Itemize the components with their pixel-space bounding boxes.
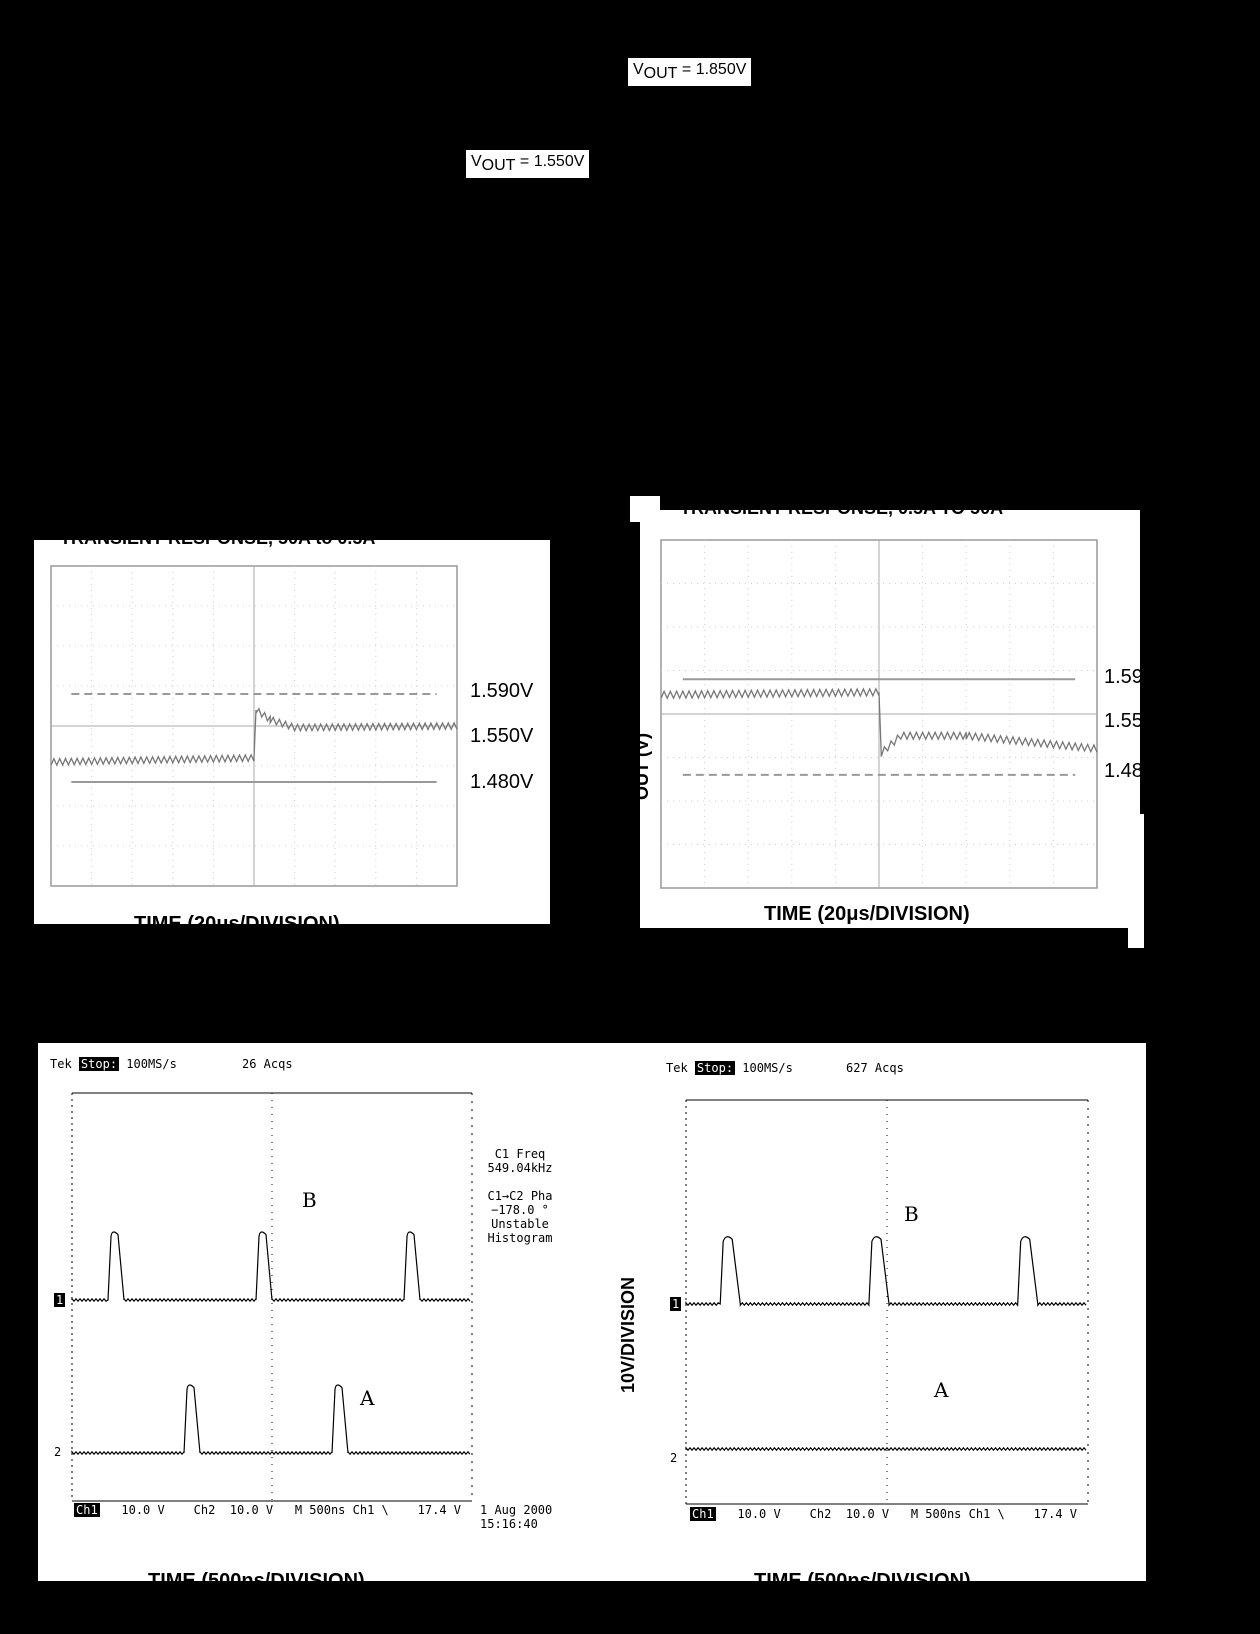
phase-label: C1→C2 Pha — [487, 1189, 553, 1203]
trigger-source: Ch1 \ — [968, 1507, 1005, 1521]
measurement-panel: C1 Freq 549.04kHz C1→C2 Pha −178.0 ° Uns… — [480, 1147, 560, 1245]
panel-edge — [1128, 814, 1144, 948]
sample-rate: 100MS/s — [742, 1061, 793, 1075]
trace-b-label: B — [904, 1202, 919, 1226]
vout-value: = 1.850V — [677, 61, 747, 78]
ch2-scale: 10.0 V — [229, 1503, 274, 1517]
timebase: M 500ns — [910, 1507, 962, 1521]
vout-sub: OUT — [481, 157, 516, 174]
transient-left-panel: TRANSIENT RESPONSE, 50A to 0.5A 1.590V 1… — [34, 532, 550, 924]
trace-b-label: B — [302, 1188, 317, 1212]
vout-v: V — [471, 153, 482, 170]
scope-trace-B — [685, 1236, 1087, 1307]
ch1-marker: 1 — [54, 1293, 66, 1307]
scope-right-footer: Ch1 10.0 V Ch2 10.0 V M 500ns Ch1 \ 17.4… — [690, 1507, 1077, 1521]
vout-sub: OUT — [643, 65, 678, 82]
time-value: 15:16:40 — [480, 1517, 538, 1531]
ch1-scale: 10.0 V — [121, 1503, 165, 1517]
stop-badge: Stop: — [78, 1057, 120, 1071]
ch2-marker: 2 — [54, 1445, 62, 1459]
tick-1480: 1.480V — [1104, 760, 1140, 782]
scope-right-ylabel: 10V/DIVISION — [618, 1276, 638, 1393]
freq-label: C1 Freq — [494, 1147, 546, 1161]
tick-1550: 1.550V — [470, 725, 534, 747]
vout-v: V — [633, 61, 644, 78]
chart-title: TRANSIENT RESPONSE, 0.5A TO 50A — [680, 502, 1004, 518]
x-axis-label: TIME (20μs/DIVISION) — [134, 913, 340, 924]
trigger-level: 17.4 V — [417, 1503, 462, 1517]
ch2-marker: 2 — [670, 1451, 678, 1465]
scope-date: 1 Aug 2000 15:16:40 — [480, 1503, 552, 1531]
ch1-label: Ch1 — [690, 1507, 716, 1521]
trigger-source: Ch1 \ — [352, 1503, 389, 1517]
tek-label: Tek — [50, 1057, 72, 1071]
sample-rate: 100MS/s — [126, 1057, 177, 1071]
scope-panel: Tek Stop: 100MS/s 26 Acqs B A 1 2 C1 Fre… — [38, 1043, 1146, 1581]
transient-right-plot — [660, 539, 1098, 889]
ch2-scale: 10.0 V — [845, 1507, 890, 1521]
ch2-label: Ch2 — [809, 1507, 832, 1521]
scope-right-plot — [685, 1099, 1089, 1505]
tick-1480: 1.480V — [470, 771, 534, 793]
scope-trace-A — [685, 1446, 1087, 1452]
vout-1850-label: VOUT = 1.850V — [628, 58, 752, 86]
ch2-label: Ch2 — [193, 1503, 216, 1517]
ch1-scale: 10.0 V — [737, 1507, 781, 1521]
scope-left-footer: Ch1 10.0 V Ch2 10.0 V M 500ns Ch1 \ 17.4… — [74, 1503, 461, 1517]
scope-right-header: Tek Stop: 100MS/s — [666, 1061, 793, 1075]
acqs-count: 627 Acqs — [846, 1061, 904, 1075]
trace-a-label: A — [360, 1386, 375, 1410]
scope-left-plot — [71, 1092, 473, 1502]
voltage-trace — [50, 707, 458, 767]
timebase: M 500ns — [294, 1503, 346, 1517]
tick-1590: 1.590V — [470, 680, 534, 702]
phase-value: −178.0 ° — [491, 1203, 549, 1217]
scope-trace-B — [71, 1231, 471, 1303]
ch1-label: Ch1 — [74, 1503, 100, 1517]
date-value: 1 Aug 2000 — [480, 1503, 553, 1517]
freq-value: 549.04kHz — [487, 1161, 553, 1175]
transient-right-panel: TRANSIENT RESPONSE, 0.5A TO 50A 1.590V 1… — [632, 502, 1140, 928]
voltage-trace — [660, 687, 1098, 757]
y-axis-label-fragment: OUT (V) — [632, 733, 652, 800]
vout-1550-label: VOUT = 1.550V — [466, 150, 590, 178]
phase-note: Histogram — [487, 1231, 553, 1245]
scope-left-xlabel: TIME (500ns/DIVISION) — [148, 1570, 365, 1581]
scope-trace-A — [71, 1384, 471, 1456]
vout-value: = 1.550V — [515, 153, 585, 170]
transient-left-plot — [50, 565, 458, 887]
stop-badge: Stop: — [694, 1061, 736, 1075]
tek-label: Tek — [666, 1061, 688, 1075]
trigger-level: 17.4 V — [1033, 1507, 1078, 1521]
tick-1590: 1.590V — [1104, 666, 1140, 688]
ch1-marker: 1 — [670, 1297, 682, 1311]
trace-a-label: A — [934, 1378, 949, 1402]
scope-right-xlabel: TIME (500ns/DIVISION) — [754, 1570, 971, 1581]
x-axis-label: TIME (20μs/DIVISION) — [764, 903, 970, 925]
chart-title: TRANSIENT RESPONSE, 50A to 0.5A — [60, 532, 376, 548]
scope-left-header: Tek Stop: 100MS/s — [50, 1057, 177, 1071]
tick-1550: 1.550V — [1104, 710, 1140, 732]
acqs-count: 26 Acqs — [242, 1057, 293, 1071]
phase-note: Unstable — [491, 1217, 549, 1231]
